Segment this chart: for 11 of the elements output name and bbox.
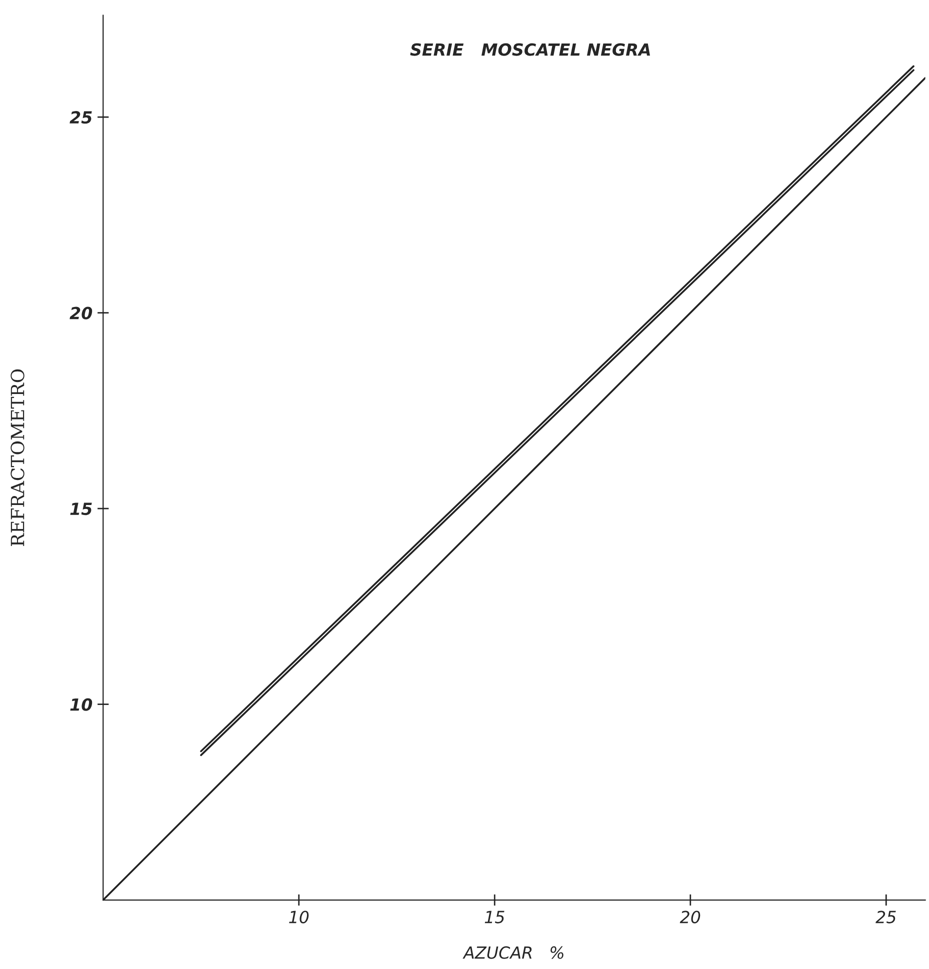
- y-tick-label: 10: [70, 698, 92, 711]
- x-tick-label: 20: [680, 910, 700, 924]
- y-tick-label: 15: [70, 502, 92, 516]
- y-tick-label: 25: [70, 111, 92, 124]
- text: SERIE MOSCATEL NEGRA: [410, 43, 650, 56]
- x-tick-label: 10: [289, 910, 309, 924]
- y-axis-title: REFRACTOMETRO: [10, 369, 24, 546]
- x-tick-label: 25: [876, 910, 896, 924]
- x-tick-label: 15: [484, 910, 504, 924]
- y-tick-label: 20: [70, 306, 92, 320]
- x-axis-title: AZUCAR %: [462, 946, 564, 959]
